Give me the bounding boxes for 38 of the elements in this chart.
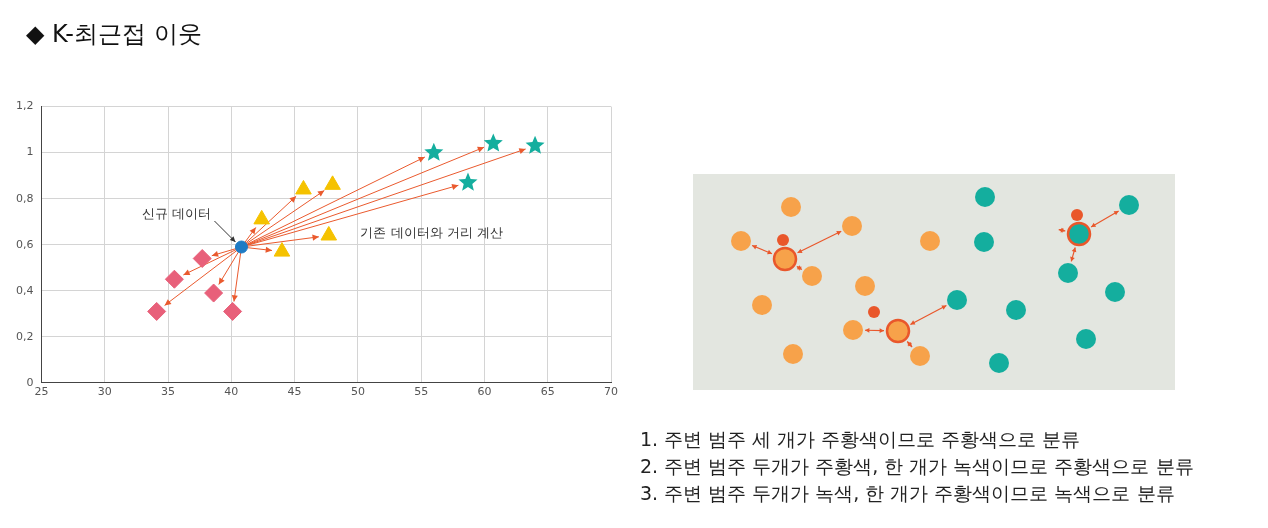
point	[273, 242, 291, 257]
x-tick-label: 35	[161, 385, 176, 399]
point	[295, 179, 312, 195]
text: 1. 주변 범주 세 개가 주황색이므로 주황색으로 분류	[640, 427, 1082, 452]
x-tick-label: 40	[224, 385, 239, 399]
x-tick-label: 30	[97, 385, 112, 399]
x-tick-label: 50	[350, 385, 365, 399]
y-tick-label: 0,8	[15, 191, 34, 205]
y-tick-label: 0,2	[15, 329, 34, 343]
point	[324, 175, 341, 190]
point	[234, 240, 248, 254]
point	[253, 209, 270, 225]
x-tick-label: 45	[287, 385, 302, 399]
text: 2. 주변 범주 두개가 주황색, 한 개가 녹색이므로 주황색으로 분류	[640, 454, 1194, 479]
point	[458, 172, 478, 191]
y-tick-label: 0,6	[15, 237, 34, 251]
x-tick-label: 25	[34, 385, 49, 399]
point	[424, 142, 444, 161]
y-tick-label: 0	[26, 375, 34, 389]
y-tick-label: 0,4	[15, 283, 34, 297]
annotation: 신규 데이터	[142, 206, 212, 222]
annotation: 기존 데이터와 거리 계산	[360, 225, 503, 241]
point	[204, 283, 224, 303]
y-tick-label: 1	[26, 145, 34, 159]
point	[192, 249, 212, 269]
point	[223, 301, 243, 321]
point	[525, 135, 545, 154]
point	[320, 225, 338, 241]
x-tick-label: 65	[540, 385, 555, 399]
y-tick-label: 1,2	[15, 99, 34, 113]
point	[483, 133, 503, 152]
point	[164, 269, 184, 289]
x-tick-label: 60	[477, 385, 492, 399]
text: 3. 주변 범주 두개가 녹색, 한 개가 주황색이므로 녹색으로 분류	[640, 481, 1176, 506]
x-tick-label: 70	[604, 385, 618, 399]
chart-title: ◆ K-최근접 이웃	[26, 19, 202, 50]
x-tick-label: 55	[414, 385, 429, 399]
point	[147, 301, 167, 321]
